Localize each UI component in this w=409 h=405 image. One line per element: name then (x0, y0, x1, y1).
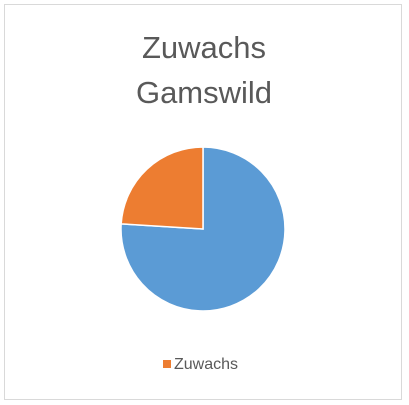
legend-swatch (163, 360, 171, 368)
legend-label: Zuwachs (174, 356, 238, 373)
pie-slice (120, 146, 204, 230)
chart-title: Zuwachs Gamswild (135, 30, 273, 110)
